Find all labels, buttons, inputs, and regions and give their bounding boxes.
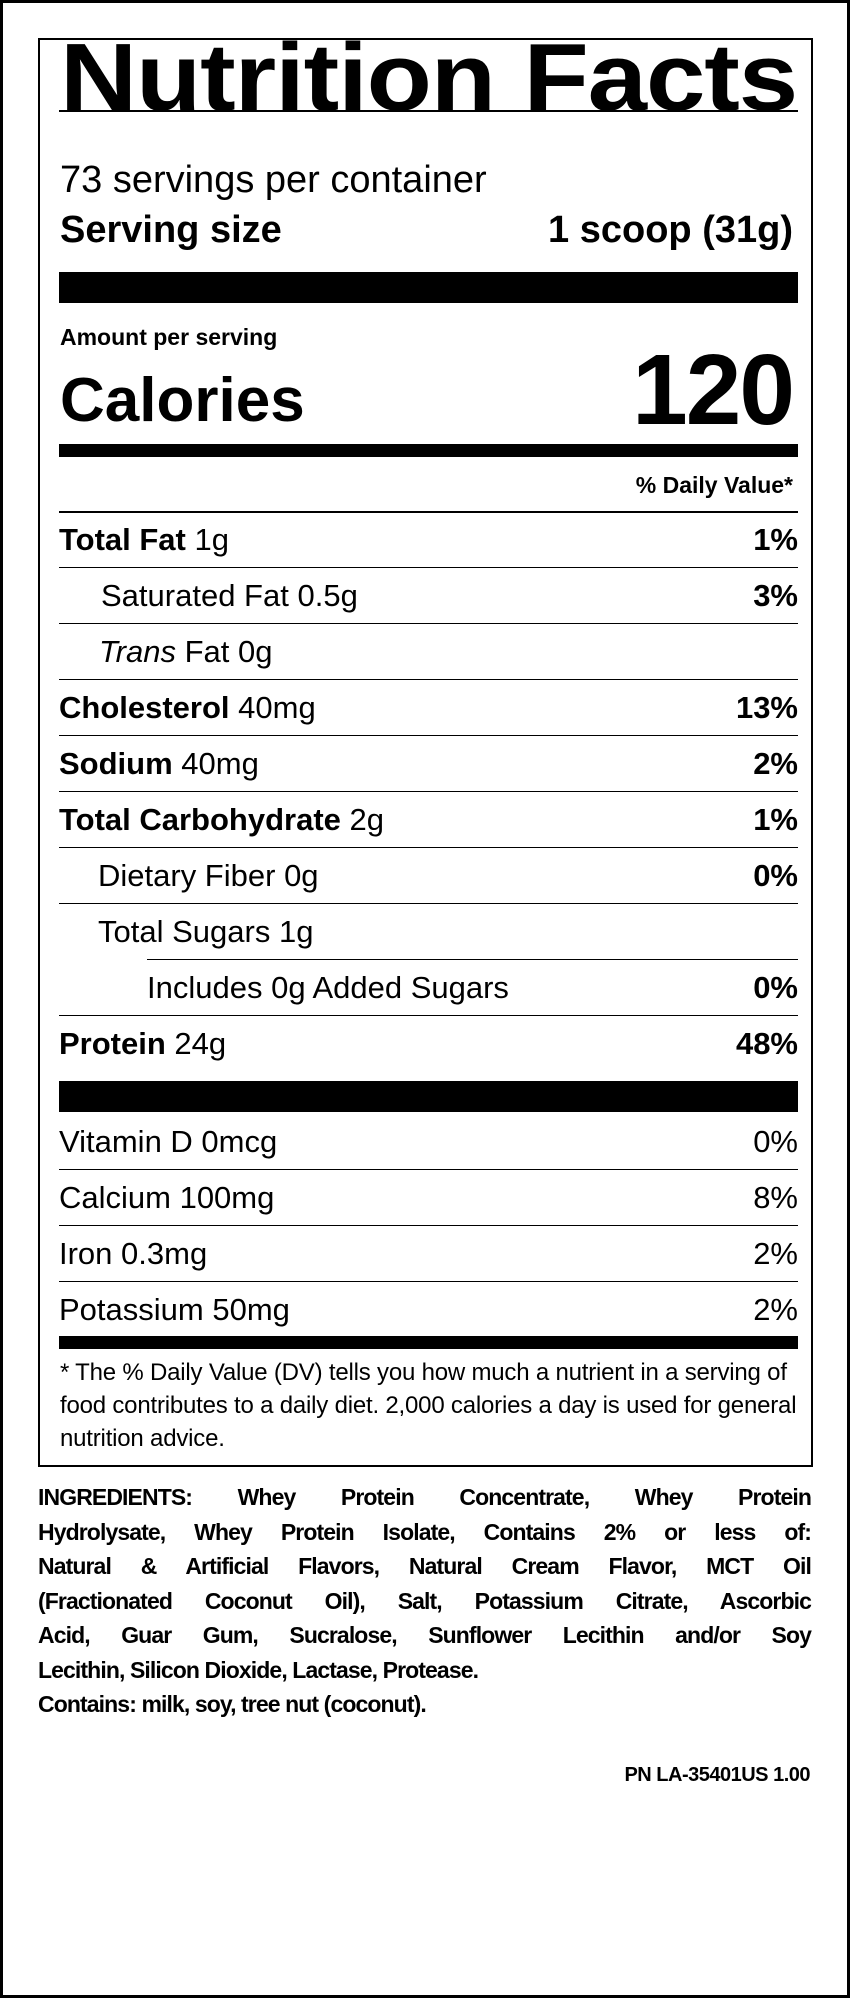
- vitamin-row: Potassium 50mg 2%: [59, 1282, 798, 1338]
- amount-per-serving: Amount per serving: [60, 324, 278, 350]
- nutrient-name: Trans: [99, 634, 176, 669]
- nutrient-amount: 0g: [238, 634, 273, 669]
- nutrient-row-dietary-fiber: Dietary Fiber 0g 0%: [59, 848, 798, 904]
- nutrient-name: Total Sugars: [98, 914, 271, 949]
- ingredients-line: Natural & Artificial Flavors, Natural Cr…: [38, 1553, 812, 1579]
- nutrient-amount: 1g: [278, 914, 314, 949]
- vitamin-row: Iron 0.3mg 2%: [59, 1226, 798, 1282]
- medium-divider: [59, 444, 798, 457]
- nutrient-dv: 48%: [735, 1026, 798, 1061]
- daily-value-footnote: * The % Daily Value (DV) tells you how m…: [60, 1359, 797, 1452]
- vitamin-dv: 0%: [753, 1124, 798, 1159]
- nutrition-facts-title: Nutrition Facts: [60, 24, 798, 131]
- nutrition-facts-panel: Nutrition Facts 73 servings per containe…: [38, 24, 813, 1467]
- part-number: PN LA-35401US 1.00: [624, 1764, 810, 1786]
- nutrient-dv: 0%: [753, 858, 798, 893]
- nutrient-row-trans-fat: Trans Fat 0g: [59, 624, 798, 680]
- calories-value: 120: [632, 334, 795, 446]
- nutrient-row-total-sugars: Total Sugars 1g: [59, 904, 798, 960]
- vitamin-name: Iron 0.3mg: [59, 1236, 208, 1271]
- vitamin-name: Vitamin D 0mcg: [59, 1124, 278, 1159]
- nutrient-amount: 1g: [194, 522, 229, 557]
- nutrient-dv: 1%: [753, 522, 798, 557]
- daily-value-header: % Daily Value*: [635, 472, 793, 498]
- nutrient-row-sodium: Sodium 40mg 2%: [59, 736, 798, 792]
- nutrient-row-added-sugars: Includes 0g Added Sugars 0%: [59, 960, 798, 1016]
- nutrient-row-total-carbohydrate: Total Carbohydrate 2g 1%: [59, 792, 798, 848]
- nutrient-dv: 0%: [753, 970, 798, 1005]
- vitamin-dv: 2%: [753, 1236, 798, 1271]
- nutrient-name: Includes 0g Added Sugars: [147, 970, 509, 1005]
- nutrient-name: Protein: [59, 1026, 166, 1061]
- nutrient-name: Dietary Fiber: [98, 858, 276, 893]
- servings-per-container: 73 servings per container: [60, 159, 487, 201]
- nutrient-amount: 24g: [174, 1026, 227, 1061]
- nutrient-row-saturated-fat: Saturated Fat 0.5g 3%: [59, 568, 798, 624]
- nutrient-amount: 0g: [284, 858, 319, 893]
- nutrient-amount: 0.5g: [297, 578, 358, 613]
- ingredients-line: Lecithin, Silicon Dioxide, Lactase, Prot…: [38, 1656, 479, 1683]
- nutrient-dv: 2%: [753, 746, 798, 781]
- nutrient-name: Sodium: [59, 746, 173, 781]
- vitamin-dv: 8%: [753, 1180, 798, 1215]
- vitamin-name: Calcium 100mg: [59, 1180, 275, 1215]
- vitamin-row: Vitamin D 0mcg 0%: [59, 1114, 798, 1170]
- thick-divider: [59, 1081, 798, 1112]
- nutrient-row-total-fat: Total Fat 1g 1%: [59, 512, 798, 568]
- nutrient-name: Cholesterol: [59, 690, 230, 725]
- nutrient-dv: 13%: [735, 690, 798, 725]
- nutrient-name: Total Carbohydrate: [59, 802, 341, 837]
- nutrient-name: Saturated Fat: [101, 578, 289, 613]
- nutrient-dv: 3%: [753, 578, 798, 613]
- nutrient-row-cholesterol: Cholesterol 40mg 13%: [59, 680, 798, 736]
- ingredients-line: (Fractionated Coconut Oil), Salt, Potass…: [38, 1587, 812, 1614]
- divider: [59, 511, 798, 513]
- allergen-statement: Contains: milk, soy, tree nut (coconut).: [38, 1691, 427, 1717]
- ingredients-line: Acid, Guar Gum, Sucralose, Sunflower Lec…: [38, 1622, 812, 1648]
- ingredients-line: Hydrolysate, Whey Protein Isolate, Conta…: [38, 1518, 812, 1545]
- vitamin-row: Calcium 100mg 8%: [59, 1170, 798, 1226]
- vitamin-dv: 2%: [753, 1292, 798, 1327]
- nutrient-amount: 2g: [349, 802, 385, 837]
- nutrient-name: Total Fat: [59, 522, 186, 557]
- nutrient-dv: 1%: [753, 802, 798, 837]
- thick-divider: [59, 272, 798, 303]
- medium-divider: [59, 1336, 798, 1349]
- divider: [59, 110, 798, 112]
- ingredients-line: INGREDIENTS: Whey Protein Concentrate, W…: [38, 1484, 812, 1510]
- nutrient-amount: 40mg: [238, 690, 316, 725]
- nutrient-amount: 40mg: [181, 746, 259, 781]
- serving-size-label: Serving size: [60, 209, 282, 251]
- nutrient-row-protein: Protein 24g 48%: [59, 1016, 798, 1072]
- vitamin-name: Potassium 50mg: [59, 1292, 290, 1327]
- serving-size-value: 1 scoop (31g): [548, 209, 793, 251]
- ingredients: INGREDIENTS: Whey Protein Concentrate, W…: [38, 1480, 812, 1722]
- calories-label: Calories: [60, 366, 305, 435]
